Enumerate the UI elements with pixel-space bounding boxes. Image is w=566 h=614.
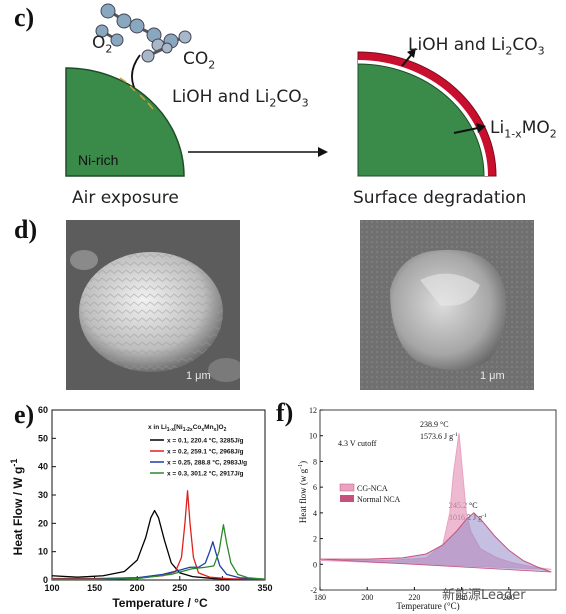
panel-label-e: e): [14, 400, 35, 429]
panel-label-f: f): [276, 398, 294, 427]
x-tick-label-e: 250: [172, 583, 187, 593]
y-tick-label-f: 2: [313, 535, 317, 544]
y-tick-label-f: 12: [309, 406, 317, 415]
co2-molecules: [141, 30, 192, 63]
o2-molecules: [95, 3, 162, 47]
x-tick-label-f: 240: [456, 593, 468, 602]
x-tick-label-f: 180: [314, 593, 326, 602]
legend-f-1: Normal NCA: [357, 495, 401, 504]
sem-image-pristine: 1 μm: [66, 220, 240, 390]
series-f-baseline-1: [319, 558, 552, 573]
chart-e-legend: x in Li1-x[Ni1-2xCoxMnx]O2 x = 0.1, 220.…: [148, 424, 247, 478]
chart-f-frame: [319, 409, 557, 591]
legend-e-2: x = 0.25, 288.8 °C, 2983J/g: [167, 459, 247, 467]
series-f-line-1: [320, 512, 552, 573]
x-tick-label-e: 200: [130, 583, 145, 593]
chart-f-ylabel: Heat flow (w g-1): [298, 461, 308, 523]
series-e-line-0: [51, 509, 265, 580]
co2-label: CO2: [183, 49, 216, 72]
svg-text:x in Li1-x[Ni1-2xCoxMnx]O2: x in Li1-x[Ni1-2xCoxMnx]O2: [148, 424, 227, 433]
degraded-particle: [357, 63, 485, 177]
y-tick-label-e: 30: [38, 490, 48, 500]
panel-label-c: c): [14, 3, 35, 32]
chart-f-legend: CG-NCA Normal NCA: [339, 483, 401, 504]
legend-e-3: x = 0.3, 301.2 °C, 2917J/g: [167, 470, 244, 478]
li-mo2-label: Li1-xMO2: [490, 118, 557, 141]
chart-f: Heat flow (w g-1) Temperature (°C) 4.3 V…: [298, 406, 557, 611]
o2-label: O2: [92, 33, 113, 56]
panel-label-d: d): [14, 215, 38, 244]
product-label-left: LiOH and Li2CO3: [172, 87, 309, 110]
x-tick-label-e: 100: [44, 583, 59, 593]
y-tick-label-e: 40: [38, 462, 48, 472]
y-tick-label-e: 20: [38, 518, 48, 528]
legend-f-0: CG-NCA: [357, 484, 388, 493]
caption-air-exposure: Air exposure: [72, 188, 179, 208]
y-tick-label-f: 0: [313, 560, 317, 569]
peak1-temp: 238.9 °C: [420, 420, 449, 429]
y-tick-label-f: 6: [313, 483, 317, 492]
series-e-line-3: [52, 524, 266, 581]
caption-surface-degradation: Surface degradation: [353, 188, 527, 208]
y-tick-label-e: 50: [38, 433, 48, 443]
series-e-line-2: [52, 541, 266, 580]
watermark: 新能源Leader: [442, 588, 526, 603]
x-tick-label-e: 150: [87, 583, 102, 593]
peak1-energy: 1573.6 J g-1: [420, 432, 458, 441]
chart-f-cutoff: 4.3 V cutoff: [338, 439, 377, 448]
series-f-area-1: [320, 512, 552, 572]
scale-bar-left: 1 μm: [186, 370, 211, 382]
chart-e-frame: [51, 409, 266, 581]
chart-e-ylabel: Heat Flow / W g-1: [9, 459, 25, 556]
chart-e: Heat Flow / W g-1 Temperature / °C x in …: [9, 405, 273, 610]
y-tick-label-f: 8: [313, 457, 317, 466]
product-label-right: LiOH and Li2CO3: [408, 35, 545, 58]
chart-e-xlabel: Temperature / °C: [112, 596, 208, 610]
panel-c-diagram: [65, 3, 497, 177]
ni-rich-label: Ni-rich: [78, 152, 119, 168]
scale-bar-right: 1 μm: [480, 370, 505, 382]
x-tick-label-e: 350: [257, 583, 272, 593]
x-tick-label-e: 300: [215, 583, 230, 593]
y-tick-label-e: 60: [38, 405, 48, 415]
chart-f-xlabel: Temperature (°C): [396, 601, 459, 611]
x-tick-label-f: 220: [408, 593, 420, 602]
x-tick-label-f: 200: [361, 593, 373, 602]
y-tick-label-e: 10: [38, 547, 48, 557]
x-tick-label-f: 260: [503, 593, 515, 602]
legend-e-0: x = 0.1, 220.4 °C, 3285J/g: [167, 437, 244, 445]
legend-e-1: x = 0.2, 259.1 °C, 2968J/g: [167, 448, 244, 456]
ni-rich-particle: [65, 67, 185, 177]
sem-image-degraded: 1 μm: [360, 220, 534, 390]
y-tick-label-f: 10: [309, 432, 317, 441]
y-tick-label-f: -2: [310, 586, 317, 595]
y-tick-label-e: 0: [43, 575, 48, 585]
y-tick-label-f: 4: [313, 509, 317, 518]
